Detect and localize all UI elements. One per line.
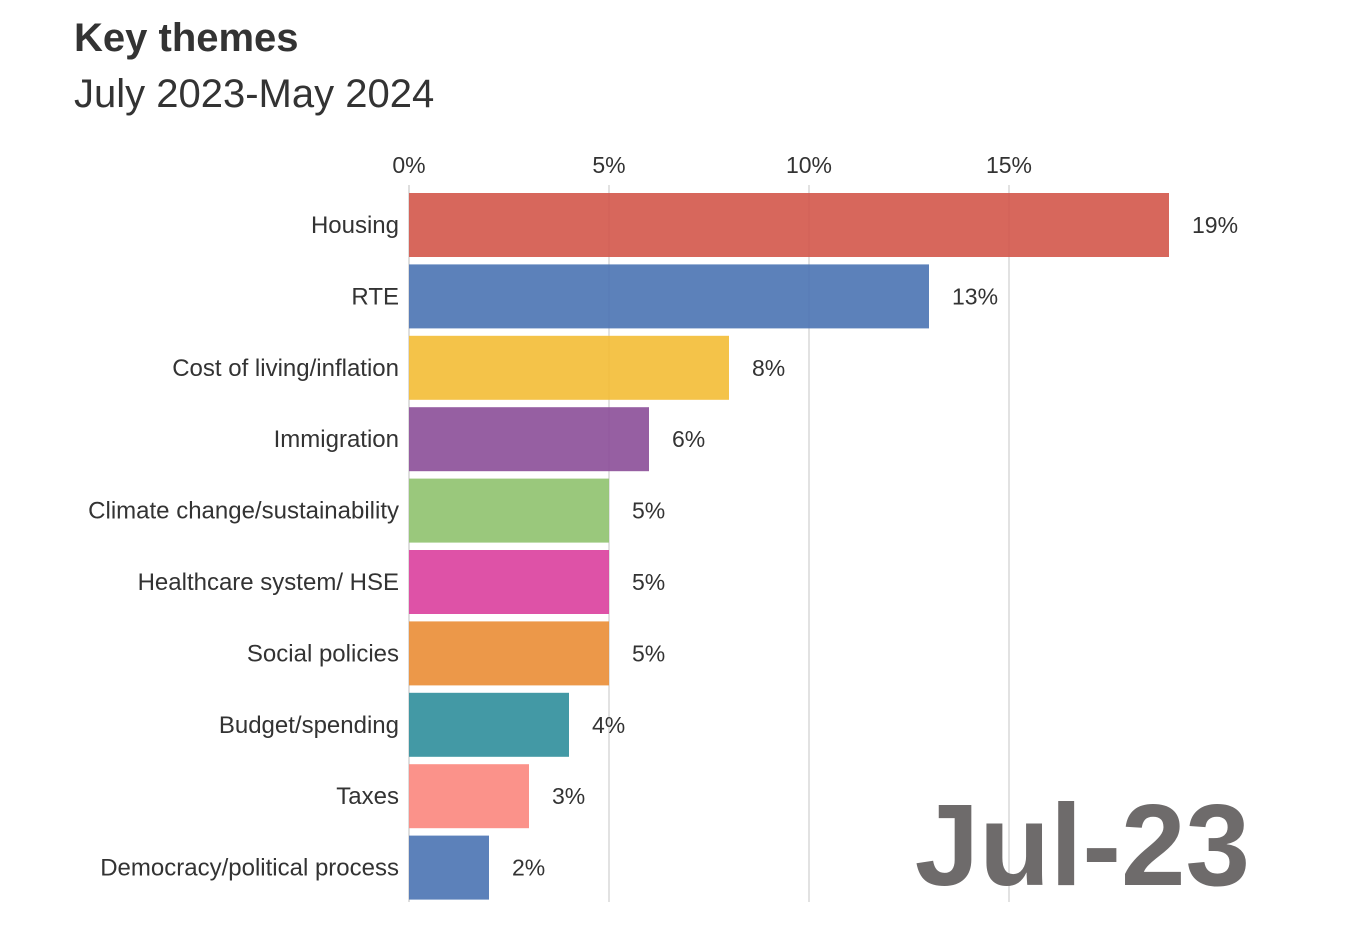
bar[interactable]: [409, 764, 529, 829]
value-label: 5%: [632, 569, 665, 595]
category-label: Budget/spending: [219, 712, 399, 739]
x-tick-label: 10%: [786, 152, 832, 178]
category-label: RTE: [351, 283, 399, 310]
category-label: Democracy/political process: [100, 855, 399, 882]
bar[interactable]: [409, 835, 489, 900]
category-label: Healthcare system/ HSE: [138, 569, 399, 596]
bar[interactable]: [409, 692, 569, 757]
value-label: 3%: [552, 783, 585, 809]
category-label: Social policies: [247, 640, 399, 667]
chart-subtitle: July 2023-May 2024: [74, 72, 435, 116]
value-label: 5%: [632, 498, 665, 524]
value-label: 8%: [752, 355, 785, 381]
bar[interactable]: [409, 264, 929, 329]
bar[interactable]: [409, 335, 729, 400]
x-tick-label: 5%: [592, 152, 625, 178]
category-label: Taxes: [336, 783, 399, 810]
bar[interactable]: [409, 478, 609, 543]
value-label: 19%: [1192, 212, 1238, 238]
x-tick-label: 15%: [986, 152, 1032, 178]
value-label: 13%: [952, 283, 998, 309]
bar[interactable]: [409, 193, 1169, 257]
bar[interactable]: [409, 550, 609, 614]
value-label: 2%: [512, 855, 545, 881]
value-label: 6%: [672, 426, 705, 452]
value-label: 4%: [592, 712, 625, 738]
category-label: Cost of living/inflation: [172, 355, 399, 382]
chart-title: Key themes: [74, 16, 299, 60]
period-label: Jul-23: [915, 780, 1250, 910]
category-label: Climate change/sustainability: [88, 498, 399, 525]
category-label: Immigration: [274, 426, 399, 453]
bar[interactable]: [409, 621, 609, 686]
category-label: Housing: [311, 212, 399, 239]
bar[interactable]: [409, 407, 649, 472]
value-label: 5%: [632, 640, 665, 666]
x-tick-label: 0%: [392, 152, 425, 178]
